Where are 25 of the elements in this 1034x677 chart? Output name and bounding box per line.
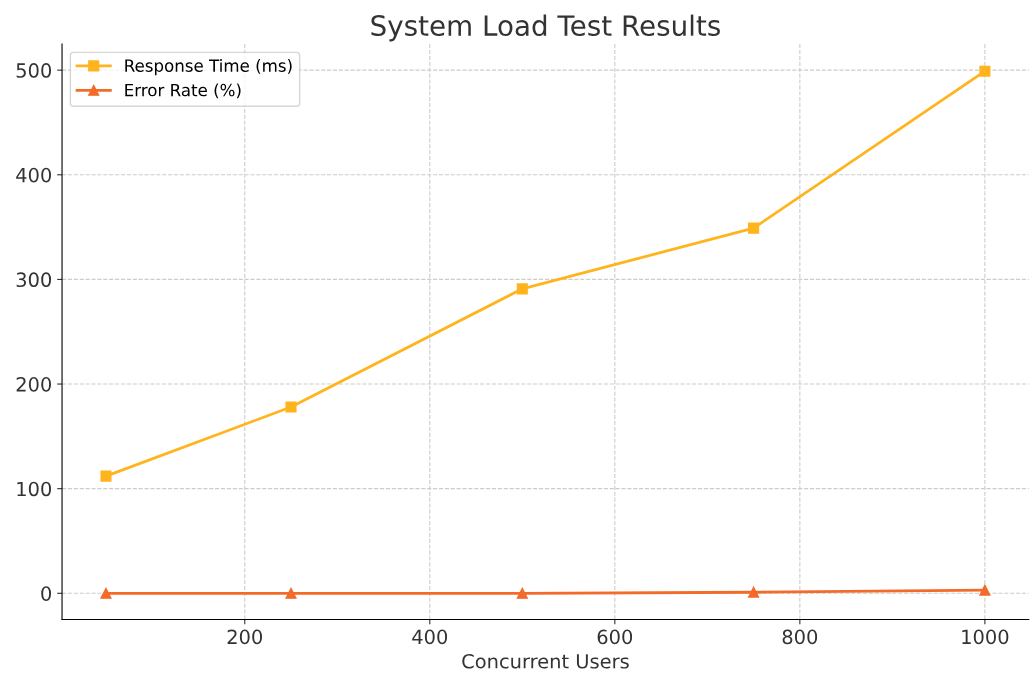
point: [516, 283, 528, 295]
point: [285, 401, 297, 413]
x-tick-label: 600: [597, 629, 633, 645]
x-tick-label: 400: [412, 629, 448, 645]
point: [516, 587, 528, 599]
point: [100, 470, 112, 482]
y-tick-label: 400: [16, 167, 52, 183]
y-tick-label: 100: [17, 481, 52, 497]
chart-title: System Load Test Results: [371, 14, 720, 42]
x-tick-label: 1000: [962, 629, 1009, 645]
legend-label: Error Rate (%): [125, 83, 241, 99]
point: [979, 584, 991, 596]
y-tick-label: 200: [16, 377, 52, 392]
point: [979, 65, 991, 77]
y-tick-label: 0: [41, 586, 52, 601]
point: [748, 586, 760, 598]
y-tick-label: 500: [16, 63, 52, 78]
x-tick-label: 200: [227, 629, 263, 645]
point: [748, 222, 760, 234]
point: [100, 587, 112, 599]
x-axis-title: Concurrent Users: [462, 653, 629, 669]
y-tick-label: 300: [16, 272, 52, 288]
legend-label: Response Time (ms): [125, 59, 292, 76]
point: [285, 587, 297, 599]
x-tick-label: 800: [782, 629, 818, 645]
